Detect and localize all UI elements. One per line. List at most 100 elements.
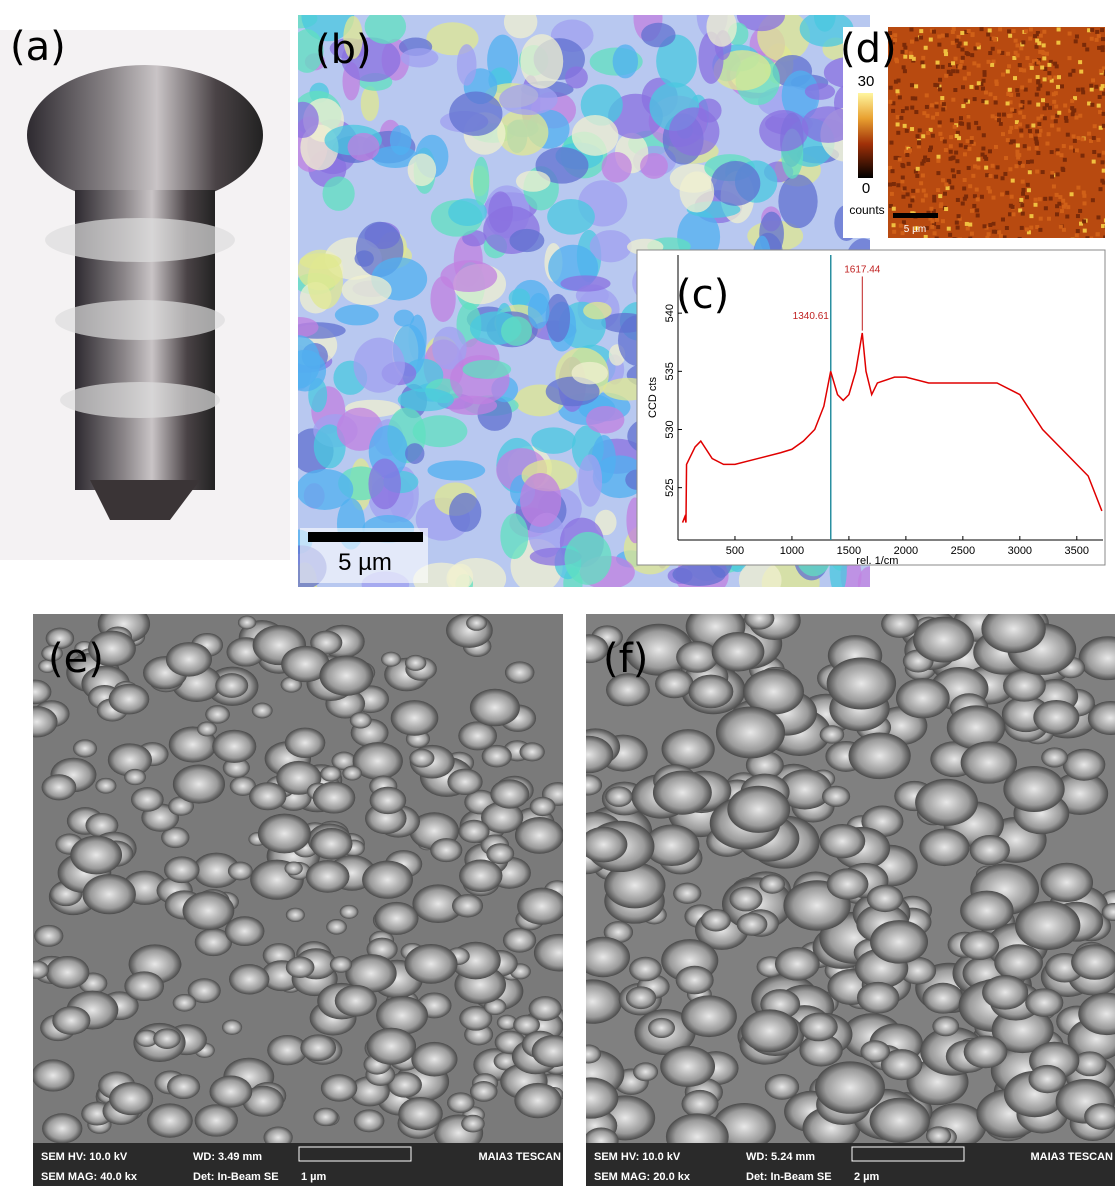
pixel — [1013, 76, 1017, 80]
pixel — [910, 127, 914, 131]
pixel — [1081, 137, 1085, 141]
pixel — [1043, 77, 1047, 81]
pixel — [930, 103, 934, 107]
pixel — [889, 141, 893, 145]
grain — [70, 836, 122, 875]
pixel — [1020, 203, 1024, 207]
grain — [517, 888, 566, 925]
pixel — [1097, 153, 1101, 157]
pixel — [944, 74, 948, 78]
pixel — [895, 89, 899, 93]
pixel — [1102, 112, 1106, 116]
pixel — [1097, 46, 1101, 50]
grain — [447, 396, 497, 415]
pixel — [938, 132, 942, 136]
pixel — [963, 178, 967, 182]
pixel — [903, 124, 907, 128]
pixel — [1028, 37, 1032, 41]
grain — [34, 925, 63, 947]
pixel — [980, 195, 984, 199]
pixel — [1097, 104, 1101, 108]
pixel — [899, 224, 903, 228]
pixel — [900, 179, 904, 183]
pixel — [1041, 98, 1045, 102]
pixel — [1068, 73, 1072, 77]
pixel — [1089, 84, 1093, 88]
pixel — [936, 61, 940, 65]
pixel — [919, 181, 923, 185]
pixel — [971, 33, 975, 37]
panel-label: (a) — [10, 24, 66, 70]
pixel — [936, 188, 940, 192]
pixel — [1001, 217, 1005, 221]
pixel — [997, 113, 1001, 117]
pixel — [894, 156, 898, 160]
pixel — [951, 41, 955, 45]
pixel — [953, 125, 957, 129]
grain — [520, 473, 561, 527]
pixel — [1039, 34, 1043, 38]
pixel — [1029, 226, 1033, 230]
pixel — [967, 29, 971, 33]
pixel — [1035, 129, 1039, 133]
pixel — [1076, 88, 1080, 92]
pixel — [1098, 95, 1102, 99]
grain — [42, 1113, 82, 1143]
grain — [342, 766, 362, 781]
grain — [490, 779, 529, 808]
pixel — [1010, 108, 1014, 112]
pixel — [1023, 144, 1027, 148]
pixel — [960, 122, 964, 126]
pixel — [956, 198, 960, 202]
pixel — [1001, 132, 1005, 136]
pixel — [1019, 46, 1023, 50]
pixel — [937, 35, 941, 39]
pixel — [991, 47, 995, 51]
grain — [335, 985, 377, 1017]
pixel — [1009, 114, 1013, 118]
pixel — [1066, 133, 1070, 137]
grain — [1033, 700, 1079, 734]
grain — [867, 885, 903, 912]
grain — [530, 797, 556, 816]
grain — [676, 966, 714, 995]
pixel — [976, 157, 980, 161]
grain — [759, 110, 808, 151]
pixel — [977, 81, 981, 85]
pixel — [916, 189, 920, 193]
grain — [473, 157, 489, 206]
grain — [1025, 988, 1063, 1017]
pixel — [975, 188, 979, 192]
pixel — [994, 175, 998, 179]
pixel — [949, 144, 953, 148]
grain — [672, 563, 725, 586]
grain — [964, 1036, 1008, 1069]
pixel — [937, 43, 941, 47]
grain — [401, 48, 439, 67]
pixel — [1016, 143, 1020, 147]
pixel — [1065, 215, 1069, 219]
grain — [348, 133, 380, 161]
colorbar-unit: counts — [849, 203, 884, 217]
pixel — [1029, 27, 1033, 31]
grain — [310, 828, 352, 860]
pixel — [956, 226, 960, 230]
pixel — [935, 218, 939, 222]
grain — [896, 678, 950, 718]
grain — [197, 722, 217, 737]
grain — [306, 860, 350, 893]
pixel — [1011, 205, 1015, 209]
grain — [822, 786, 850, 807]
pixel — [961, 202, 965, 206]
pixel — [1060, 84, 1064, 88]
pixel — [960, 59, 964, 63]
grain — [504, 6, 537, 39]
pixel — [968, 237, 972, 241]
pixel — [922, 189, 926, 193]
grain — [215, 673, 248, 698]
grain — [563, 736, 613, 774]
grain — [405, 655, 426, 671]
grain — [461, 1115, 485, 1133]
pixel — [944, 148, 948, 152]
pixel — [914, 110, 918, 114]
